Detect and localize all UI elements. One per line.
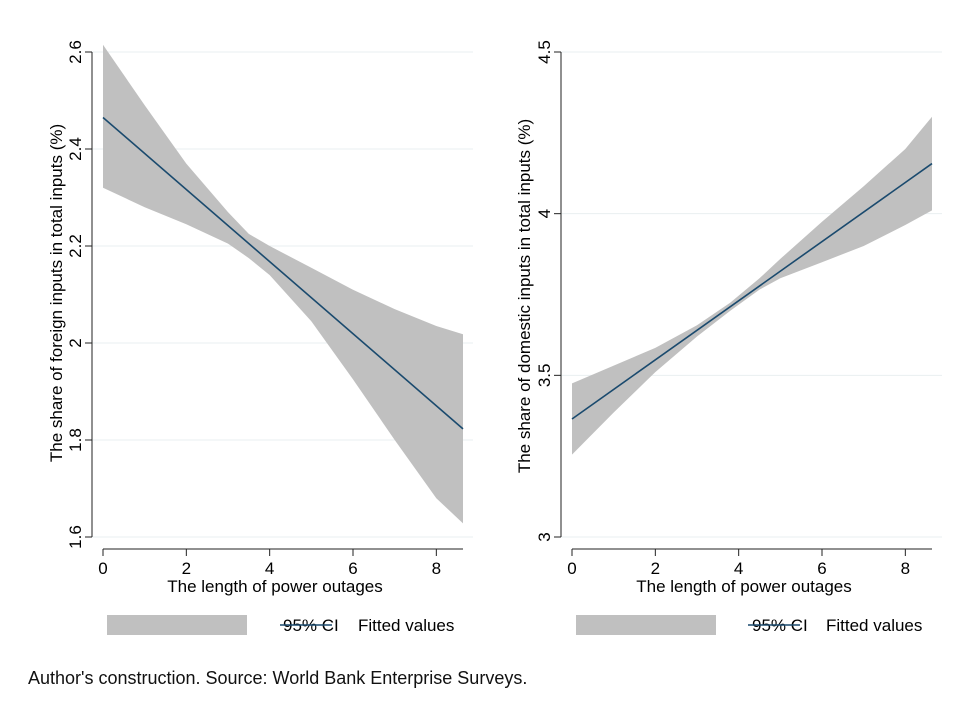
y-axis-title: The share of foreign inputs in total inp… — [47, 124, 66, 462]
legend-swatch-ci — [576, 615, 716, 635]
chart-panel-2: 3 3.5 4 4.5 0 2 4 6 8 The length of power outages… — [515, 40, 942, 635]
x-tick-label: 8 — [432, 559, 441, 578]
legend: 95% CI Fitted values — [576, 615, 922, 635]
y-tick-label: 1.8 — [66, 428, 85, 452]
x-axis-title: The length of power outages — [167, 577, 382, 596]
legend: 95% CI Fitted values — [107, 615, 454, 635]
x-tick-label: 2 — [651, 559, 660, 578]
ci-band — [572, 116, 932, 455]
x-tick-label: 6 — [817, 559, 826, 578]
x-tick-label: 0 — [567, 559, 576, 578]
legend-label-fitted: Fitted values — [358, 616, 454, 635]
y-tick-label: 3 — [535, 532, 554, 541]
fitted-line — [102, 116, 464, 430]
legend-swatch-ci — [107, 615, 247, 635]
x-axis-title: The length of power outages — [636, 577, 851, 596]
y-tick-label: 2.4 — [66, 137, 85, 161]
y-tick-label: 2.2 — [66, 234, 85, 258]
x-tick-label: 2 — [182, 559, 191, 578]
x-tick-label: 8 — [901, 559, 910, 578]
ci-band — [103, 44, 463, 524]
y-tick-label: 4.5 — [535, 40, 554, 64]
y-tick-label: 2.6 — [66, 40, 85, 64]
legend-label-fitted: Fitted values — [826, 616, 922, 635]
x-tick-label: 4 — [734, 559, 743, 578]
x-tick-label: 6 — [348, 559, 357, 578]
x-tick-label: 4 — [265, 559, 274, 578]
y-tick-label: 2 — [66, 338, 85, 347]
y-tick-label: 4 — [535, 209, 554, 218]
source-footnote: Author's construction. Source: World Ban… — [28, 668, 528, 688]
y-tick-label: 1.6 — [66, 525, 85, 549]
chart-panel-1: 1.6 1.8 2 2.2 2.4 2.6 0 2 4 6 8 The length of power… — [47, 40, 473, 635]
y-axis-title: The share of domestic inputs in total in… — [515, 119, 534, 473]
y-tick-label: 3.5 — [535, 364, 554, 388]
fitted-line — [571, 162, 933, 420]
x-tick-label: 0 — [98, 559, 107, 578]
